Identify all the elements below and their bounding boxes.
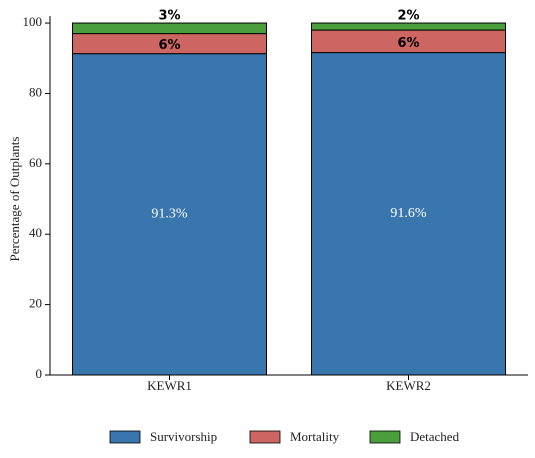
data-label: 91.3% — [151, 207, 188, 222]
y-tick-label: 0 — [36, 366, 43, 381]
bar-segment — [72, 22, 267, 35]
data-label: 2% — [397, 9, 419, 24]
y-tick-label: 40 — [29, 225, 42, 240]
legend-swatch — [249, 430, 281, 444]
legend-swatch — [109, 430, 141, 444]
legend-label: Mortality — [290, 429, 340, 444]
legend-swatch — [369, 430, 401, 444]
data-label: 3% — [158, 9, 180, 24]
y-tick-label: 60 — [29, 155, 42, 170]
data-label: 6% — [158, 38, 180, 53]
x-tick-label: KEWR1 — [147, 378, 192, 393]
bar-segment — [311, 22, 506, 31]
legend-label: Survivorship — [150, 429, 217, 444]
bar-segment — [311, 52, 506, 376]
data-label: 6% — [397, 36, 419, 51]
y-axis-label: Percentage of Outplants — [7, 137, 22, 262]
y-tick-label: 20 — [29, 296, 42, 311]
x-tick-label: KEWR2 — [386, 378, 431, 393]
y-tick-label: 100 — [23, 14, 43, 29]
y-tick-label: 80 — [29, 84, 42, 99]
legend-label: Detached — [410, 429, 460, 444]
data-label: 91.6% — [390, 206, 427, 221]
